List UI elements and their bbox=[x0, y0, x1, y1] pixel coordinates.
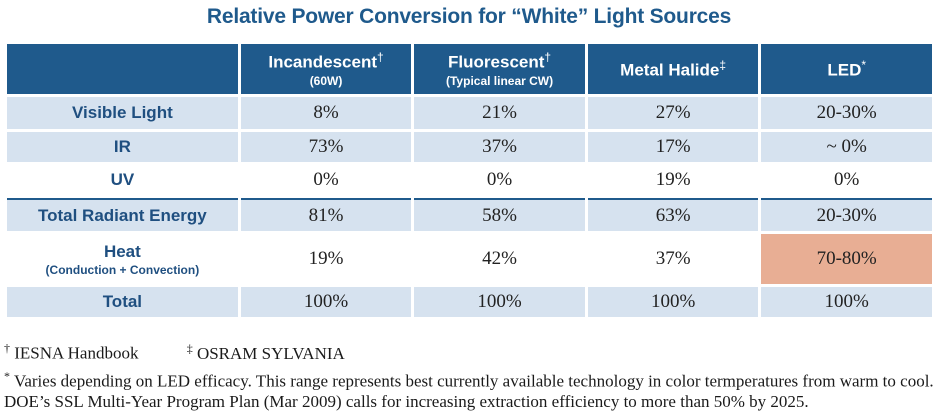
table-cell: 58% bbox=[414, 198, 585, 231]
table-row-total-radiant-energy: Total Radiant Energy 81% 58% 63% 20-30% bbox=[7, 198, 932, 231]
row-label: Total bbox=[7, 287, 238, 317]
dagger-mark: † bbox=[544, 50, 552, 65]
table-row-ir: IR 73% 37% 17% ~ 0% bbox=[7, 132, 932, 162]
dagger-mark: † bbox=[377, 50, 384, 65]
table-row-uv: UV 0% 0% 19% 0% bbox=[7, 165, 932, 195]
column-name: LED bbox=[827, 60, 862, 80]
column-name: Fluorescent bbox=[448, 52, 545, 72]
footnote-references: † IESNA Handbook ‡ OSRAM SYLVANIA bbox=[4, 341, 934, 364]
table-cell: 37% bbox=[414, 132, 585, 162]
table-cell: 19% bbox=[587, 165, 759, 195]
header-corner bbox=[7, 44, 238, 94]
footnote-ref-iesna: IESNA Handbook bbox=[14, 343, 139, 363]
table-cell: 19% bbox=[240, 234, 412, 284]
table-cell: 0% bbox=[240, 165, 412, 195]
table-cell: 0% bbox=[761, 165, 932, 195]
double-dagger-mark: ‡ bbox=[186, 341, 193, 355]
row-label: Heat bbox=[103, 241, 141, 261]
column-header-led: LED* bbox=[761, 44, 932, 94]
power-conversion-table: Incandescent† (60W) Fluorescent† (Typica… bbox=[4, 41, 935, 320]
row-label: Total Radiant Energy bbox=[7, 198, 238, 231]
asterisk-mark: * bbox=[861, 57, 867, 72]
footnote-led: * Varies depending on LED efficacy. This… bbox=[4, 366, 934, 412]
highlighted-cell: 70-80% bbox=[761, 234, 932, 284]
header-row: Incandescent† (60W) Fluorescent† (Typica… bbox=[7, 44, 932, 94]
row-label: UV bbox=[7, 165, 238, 195]
column-header-incandescent: Incandescent† (60W) bbox=[240, 44, 412, 94]
footnote-led-text: Varies depending on LED efficacy. This r… bbox=[4, 371, 934, 411]
table-cell: 100% bbox=[587, 287, 759, 317]
table-title: Relative Power Conversion for “White” Li… bbox=[206, 5, 732, 28]
column-subtitle: (Typical linear CW) bbox=[446, 73, 554, 88]
asterisk-mark: * bbox=[4, 369, 10, 383]
footnote-ref-osram: OSRAM SYLVANIA bbox=[196, 343, 345, 363]
table-cell: 73% bbox=[240, 132, 412, 162]
table-cell: 100% bbox=[414, 287, 585, 317]
column-name: Incandescent bbox=[268, 52, 377, 72]
column-subtitle: (60W) bbox=[309, 73, 343, 88]
table-cell: 42% bbox=[414, 234, 585, 284]
table-cell: 21% bbox=[414, 97, 585, 129]
double-dagger-mark: ‡ bbox=[719, 57, 727, 72]
row-label: Visible Light bbox=[7, 97, 238, 129]
table-row-heat: Heat (Conduction + Convection) 19% 42% 3… bbox=[7, 234, 932, 284]
table-row-total: Total 100% 100% 100% 100% bbox=[7, 287, 932, 317]
table-cell: 17% bbox=[587, 132, 759, 162]
table-cell: 81% bbox=[240, 198, 412, 231]
row-sublabel: (Conduction + Convection) bbox=[45, 262, 200, 277]
table-cell: 37% bbox=[587, 234, 759, 284]
table-cell: 20-30% bbox=[761, 198, 932, 231]
table-cell: 8% bbox=[240, 97, 412, 129]
column-header-fluorescent: Fluorescent† (Typical linear CW) bbox=[414, 44, 585, 94]
table-cell: 0% bbox=[414, 165, 585, 195]
table-row-visible-light: Visible Light 8% 21% 27% 20-30% bbox=[7, 97, 932, 129]
table-cell: 100% bbox=[761, 287, 932, 317]
table-cell: 100% bbox=[240, 287, 412, 317]
row-label-heat: Heat (Conduction + Convection) bbox=[7, 234, 238, 284]
dagger-mark: † bbox=[4, 341, 10, 355]
row-label: IR bbox=[7, 132, 238, 162]
table-cell: 63% bbox=[587, 198, 759, 231]
table-cell: ~ 0% bbox=[761, 132, 932, 162]
table-cell: 27% bbox=[587, 97, 759, 129]
column-name: Metal Halide bbox=[620, 60, 720, 80]
column-header-metal-halide: Metal Halide‡ bbox=[587, 44, 759, 94]
table-cell: 20-30% bbox=[761, 97, 932, 129]
